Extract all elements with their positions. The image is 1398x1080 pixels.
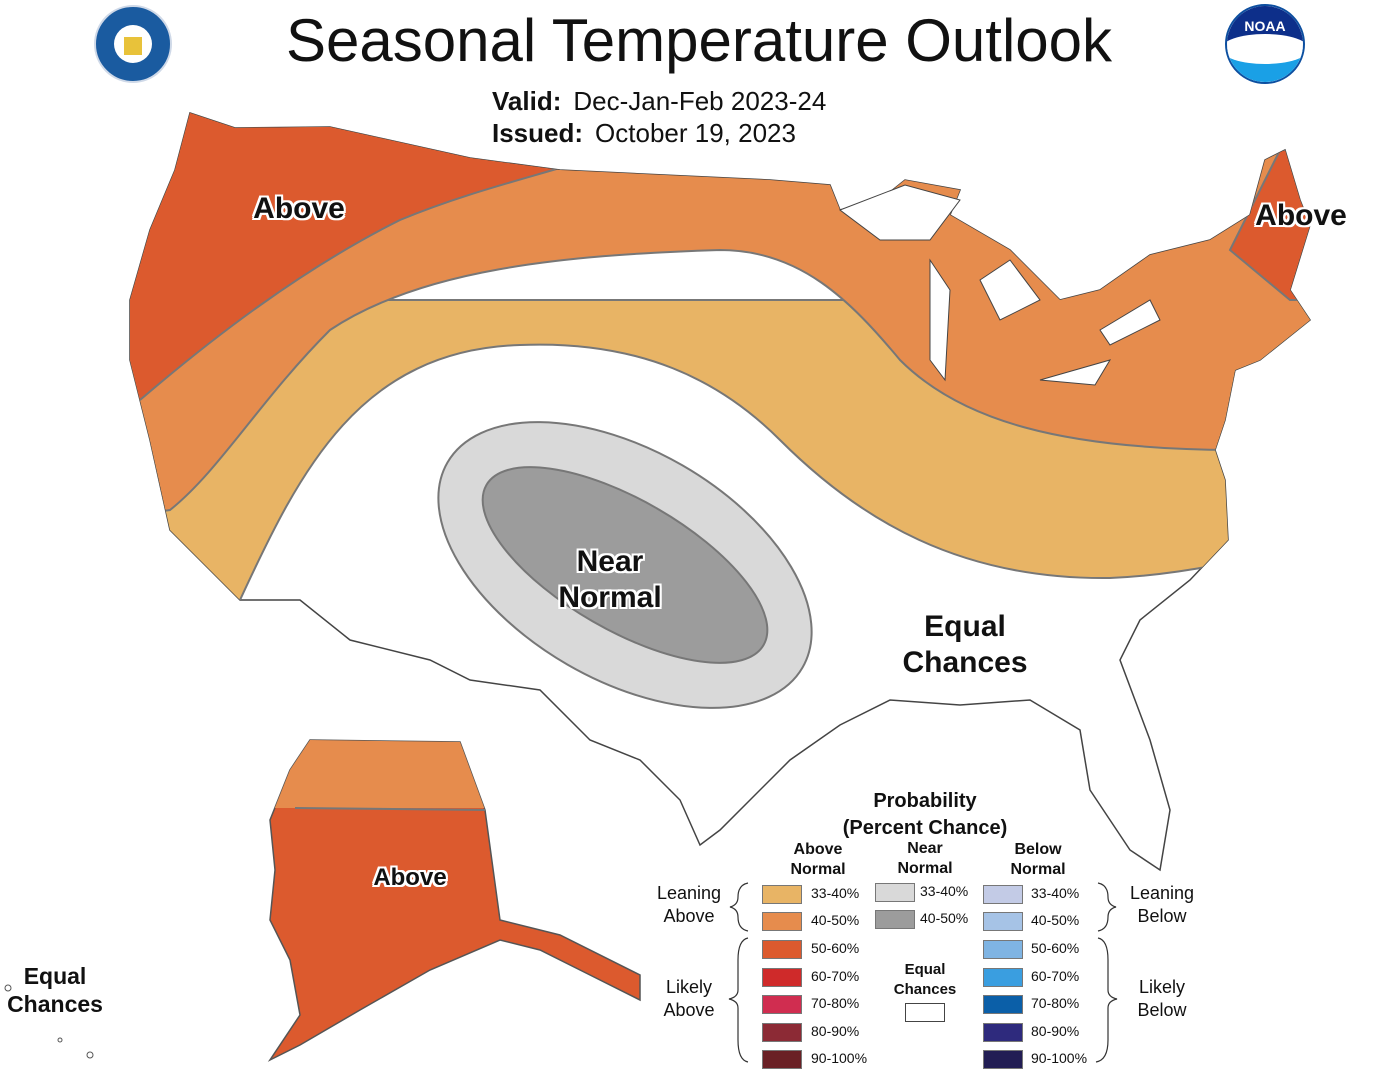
- likely-below-line2: Below: [1137, 1000, 1187, 1020]
- below-range-label-2: 50-60%: [1031, 940, 1080, 956]
- noaa-logo: NOAA: [1225, 4, 1305, 84]
- equal-chances-label: Equal Chances: [875, 960, 975, 1000]
- above-range-label-3: 60-70%: [811, 968, 860, 984]
- below-header-line1: Below: [1014, 841, 1062, 858]
- leaning-below-line2: Below: [1137, 906, 1187, 926]
- below-swatch-0: [983, 885, 1023, 904]
- below-swatch-4: [983, 995, 1023, 1014]
- issued-date: Issued: October 19, 2023: [492, 118, 796, 149]
- issued-label: Issued:: [492, 118, 584, 148]
- label-near-normal: Near Normal: [558, 545, 662, 614]
- above-range-label-0: 33-40%: [811, 885, 860, 901]
- page-title: Seasonal Temperature Outlook: [285, 7, 1113, 74]
- above-range-label-6: 90-100%: [811, 1050, 868, 1066]
- noaa-text: NOAA: [1244, 18, 1286, 34]
- alaska: [267, 739, 641, 1062]
- leaning-above-label: Leaning Above: [645, 882, 733, 928]
- below-swatch-6: [983, 1050, 1023, 1069]
- region-near-40-50: [481, 466, 769, 664]
- above-range-label-5: 80-90%: [811, 1023, 860, 1039]
- above-swatch-6: [762, 1050, 802, 1069]
- great-lakes: [838, 184, 1161, 386]
- above-range-label-2: 50-60%: [811, 940, 860, 956]
- above-normal-header: Above Normal: [768, 840, 868, 880]
- hawaii: [4, 984, 94, 1059]
- likely-above-line1: Likely: [665, 977, 713, 997]
- below-swatch-5: [983, 1023, 1023, 1042]
- leaning-below-line1: Leaning: [1129, 883, 1195, 903]
- valid-value: Dec-Jan-Feb 2023-24: [573, 86, 827, 116]
- above-header-line1: Above: [793, 841, 843, 858]
- valid-label: Valid:: [492, 86, 562, 116]
- above-swatch-1: [762, 912, 802, 931]
- likely-below-label: Likely Below: [1118, 976, 1206, 1022]
- equal-chances-line1: Equal: [904, 961, 946, 978]
- equal-chances-swatch: [905, 1003, 945, 1022]
- below-range-label-6: 90-100%: [1031, 1050, 1088, 1066]
- below-range-label-4: 70-80%: [1031, 995, 1080, 1011]
- near-header-line1: Near: [907, 840, 943, 857]
- issued-value: October 19, 2023: [595, 118, 796, 148]
- near-range-label-1: 40-50%: [920, 910, 969, 926]
- near-swatch-0: [875, 883, 915, 902]
- above-swatch-0: [762, 885, 802, 904]
- label-equal-chances: Equal Chances: [902, 610, 1028, 679]
- likely-above-line2: Above: [663, 1000, 715, 1020]
- likely-above-label: Likely Above: [645, 976, 733, 1022]
- below-swatch-3: [983, 968, 1023, 987]
- department-of-commerce-seal: [94, 5, 172, 83]
- below-swatch-1: [983, 912, 1023, 931]
- near-normal-header: Near Normal: [875, 839, 975, 879]
- above-swatch-5: [762, 1023, 802, 1042]
- below-range-label-5: 80-90%: [1031, 1023, 1080, 1039]
- above-range-label-1: 40-50%: [811, 912, 860, 928]
- label-above-northwest: Above: [253, 192, 345, 225]
- equal-chances-line2: Chances: [893, 981, 957, 998]
- likely-below-line1: Likely: [1138, 977, 1186, 997]
- label-equal-chances-hawaii: Equal Chances: [7, 963, 103, 1017]
- leaning-above-line2: Above: [663, 906, 715, 926]
- near-swatch-1: [875, 910, 915, 929]
- near-range-label-0: 33-40%: [920, 883, 969, 899]
- near-header-line2: Normal: [897, 860, 953, 877]
- conus: [129, 112, 1312, 872]
- leaning-above-line1: Leaning: [656, 883, 722, 903]
- below-swatch-2: [983, 940, 1023, 959]
- below-normal-header: Below Normal: [988, 840, 1088, 880]
- below-range-label-1: 40-50%: [1031, 912, 1080, 928]
- above-swatch-2: [762, 940, 802, 959]
- legend-title-line1: Probability: [873, 790, 977, 812]
- below-header-line2: Normal: [1010, 861, 1066, 878]
- legend-title: Probability (Percent Chance): [800, 788, 1050, 842]
- below-range-label-3: 60-70%: [1031, 968, 1080, 984]
- above-swatch-4: [762, 995, 802, 1014]
- below-range-label-0: 33-40%: [1031, 885, 1080, 901]
- above-header-line2: Normal: [790, 861, 846, 878]
- legend-title-line2: (Percent Chance): [842, 817, 1008, 839]
- leaning-below-label: Leaning Below: [1118, 882, 1206, 928]
- above-swatch-3: [762, 968, 802, 987]
- label-above-alaska: Above: [373, 864, 447, 891]
- region-above-50-60-northwest: [130, 113, 571, 412]
- label-above-northeast: Above: [1255, 199, 1347, 232]
- valid-period: Valid: Dec-Jan-Feb 2023-24: [492, 86, 826, 117]
- above-range-label-4: 70-80%: [811, 995, 860, 1011]
